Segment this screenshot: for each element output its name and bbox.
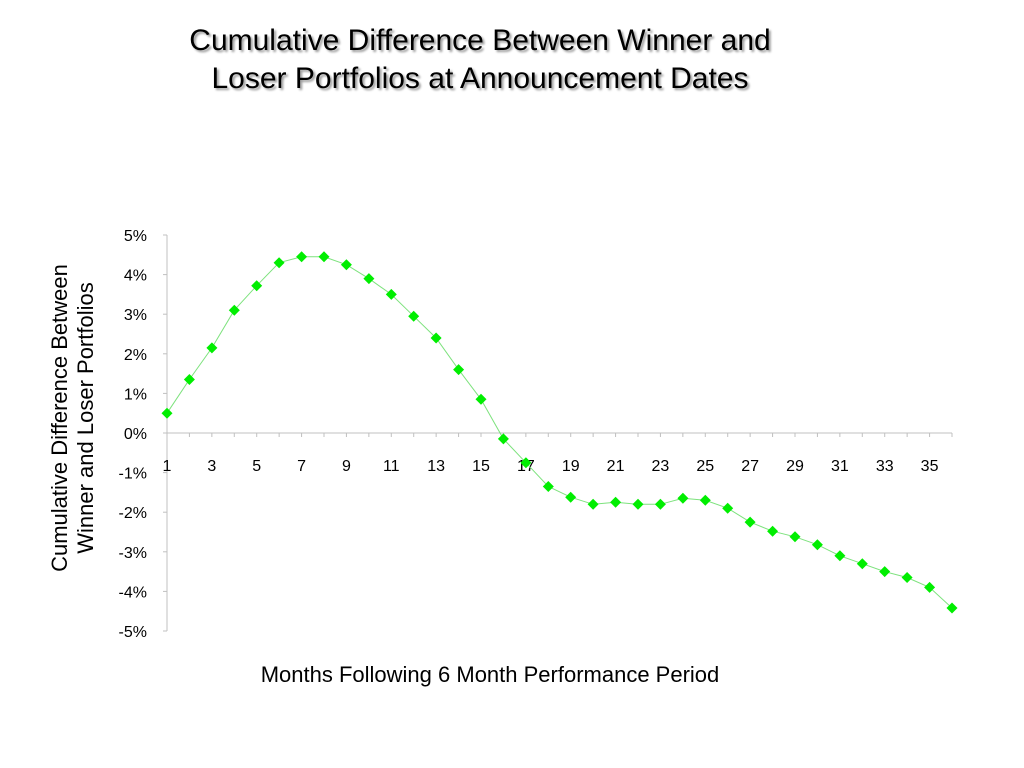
x-tick-label: 31 [831, 458, 849, 475]
y-tick-label: 5% [124, 228, 147, 245]
data-point [856, 558, 868, 570]
data-point [183, 374, 195, 385]
x-tick-label: 7 [297, 458, 306, 475]
data-point [587, 498, 599, 510]
chart-title: Cumulative Difference Between Winner and… [0, 22, 960, 98]
chart-title-line-2: Loser Portfolios at Announcement Dates [211, 62, 749, 95]
series-line [166, 256, 953, 609]
data-point [722, 502, 734, 514]
y-tick-label: 4% [124, 268, 147, 285]
x-tick-label: 29 [786, 458, 804, 475]
data-point [318, 251, 330, 263]
y-axis-label-line-1: Cumulative Difference Between [47, 264, 72, 572]
data-point [161, 407, 173, 419]
chart-title-line-1: Cumulative Difference Between Winner and [189, 24, 771, 57]
x-tick-label: 19 [562, 458, 580, 475]
x-axis-label: Months Following 6 Month Performance Per… [260, 662, 720, 687]
y-axis-label-line-2: Winner and Loser Portfolios [73, 282, 98, 554]
data-point [497, 433, 509, 445]
data-point [385, 288, 397, 300]
data-point [767, 525, 779, 537]
data-point [901, 572, 913, 583]
data-point [408, 310, 420, 322]
x-tick-label: 33 [876, 458, 894, 475]
data-point [273, 257, 285, 269]
data-point [542, 481, 554, 492]
data-point [206, 342, 218, 354]
y-tick-label: 0% [124, 426, 147, 443]
data-point [430, 332, 442, 344]
data-point [811, 539, 823, 551]
y-tick-label: 2% [124, 347, 147, 364]
data-point [340, 259, 352, 271]
y-tick-label: 3% [124, 307, 147, 324]
x-tick-label: 15 [472, 458, 490, 475]
y-tick-label: -5% [119, 624, 147, 641]
y-tick-label: -2% [119, 505, 147, 522]
x-tick-label: 11 [383, 458, 400, 475]
x-tick-label: 3 [207, 458, 216, 475]
data-point [296, 251, 308, 263]
data-point [632, 498, 644, 510]
data-point [834, 550, 846, 562]
data-point [453, 364, 465, 376]
x-tick-label: 27 [741, 458, 759, 475]
y-tick-label: 1% [124, 386, 147, 403]
x-tick-label: 21 [607, 458, 625, 475]
data-point [228, 304, 240, 316]
data-point [363, 273, 375, 285]
data-point [699, 494, 711, 506]
x-tick-label: 1 [163, 458, 172, 475]
data-point [946, 602, 958, 614]
x-tick-label: 5 [252, 458, 261, 475]
data-point [677, 492, 689, 504]
data-point [610, 496, 622, 508]
y-axis-label: Cumulative Difference Between Winner and… [47, 238, 99, 598]
data-point [251, 280, 263, 292]
x-tick-label: 23 [652, 458, 670, 475]
data-point [654, 498, 666, 510]
x-tick-label: 9 [342, 458, 351, 475]
x-tick-label: 25 [696, 458, 714, 475]
data-point [565, 491, 577, 503]
y-tick-label: -4% [119, 584, 147, 601]
y-tick-label: -1% [119, 466, 147, 483]
data-point [789, 531, 801, 543]
data-point [744, 516, 756, 528]
y-tick-label: -3% [119, 545, 147, 562]
data-point [520, 457, 532, 469]
data-point [475, 393, 487, 405]
data-point [924, 581, 936, 593]
data-point [879, 566, 891, 578]
x-tick-label: 13 [427, 458, 445, 475]
x-tick-label: 35 [921, 458, 939, 475]
